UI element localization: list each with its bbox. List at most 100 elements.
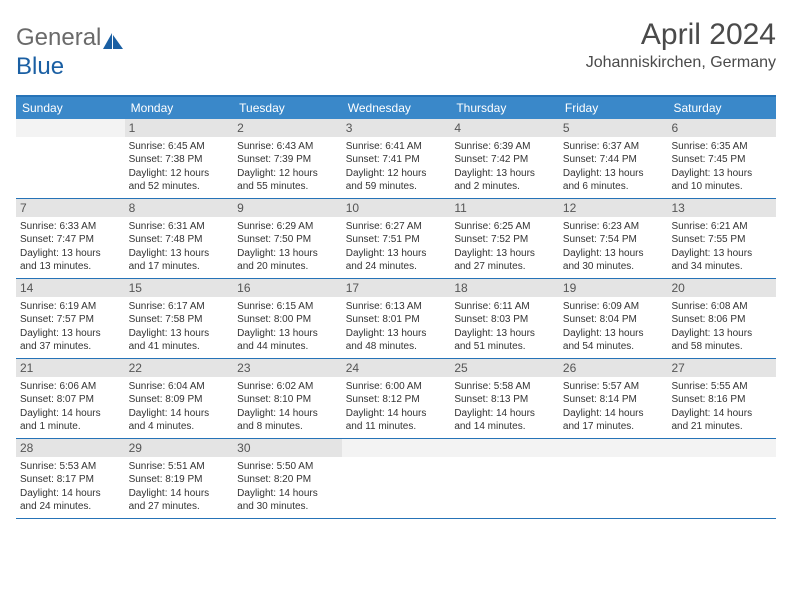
calendar-day: 18Sunrise: 6:11 AMSunset: 8:03 PMDayligh… [450,279,559,358]
location-subtitle: Johanniskirchen, Germany [586,54,776,72]
sunset-text: Sunset: 7:54 PM [563,233,664,247]
day-number: 20 [667,279,776,297]
daylight-text-2: and 6 minutes. [563,180,664,194]
calendar-day-empty [559,439,668,518]
daylight-text-2: and 27 minutes. [129,500,230,514]
day-info: Sunrise: 6:09 AMSunset: 8:04 PMDaylight:… [563,300,664,354]
weekday-header: Friday [559,97,668,119]
daylight-text-2: and 24 minutes. [20,500,121,514]
day-number: 4 [450,119,559,137]
daylight-text-2: and 2 minutes. [454,180,555,194]
calendar-day: 12Sunrise: 6:23 AMSunset: 7:54 PMDayligh… [559,199,668,278]
sunset-text: Sunset: 8:01 PM [346,313,447,327]
day-number [450,439,559,457]
day-info: Sunrise: 6:08 AMSunset: 8:06 PMDaylight:… [671,300,772,354]
sunset-text: Sunset: 7:39 PM [237,153,338,167]
daylight-text-2: and 27 minutes. [454,260,555,274]
calendar-day: 17 Sunrise: 6:13 AMSunset: 8:01 PMDayligh… [342,279,451,358]
sunset-text: Sunset: 7:45 PM [671,153,772,167]
title-block: April 2024 Johanniskirchen, Germany [586,18,776,72]
sunrise-text: Sunrise: 6:29 AM [237,220,338,234]
daylight-text-1: Daylight: 14 hours [237,487,338,501]
sunrise-text: Sunrise: 6:17 AM [129,300,230,314]
sunrise-text: Sunrise: 5:58 AM [454,380,555,394]
calendar-day: 21Sunrise: 6:06 AMSunset: 8:07 PMDayligh… [16,359,125,438]
day-number: 15 [125,279,234,297]
day-number: 17 [342,279,451,297]
sunset-text: Sunset: 8:12 PM [346,393,447,407]
daylight-text-1: Daylight: 14 hours [237,407,338,421]
day-info: Sunrise: 6:00 AMSunset: 8:12 PMDaylight:… [346,380,447,434]
calendar: SundayMondayTuesdayWednesdayThursdayFrid… [16,95,776,519]
calendar-day: 25 Sunrise: 5:58 AMSunset: 8:13 PMDayligh… [450,359,559,438]
sunset-text: Sunset: 8:00 PM [237,313,338,327]
day-info: Sunrise: 5:57 AMSunset: 8:14 PMDaylight:… [563,380,664,434]
sunset-text: Sunset: 8:13 PM [454,393,555,407]
daylight-text-2: and 44 minutes. [237,340,338,354]
day-number: 25 [450,359,559,377]
weekday-header: Wednesday [342,97,451,119]
day-number: 30 [233,439,342,457]
daylight-text-2: and 8 minutes. [237,420,338,434]
daylight-text-1: Daylight: 13 hours [563,247,664,261]
logo-text-1: General [16,24,101,51]
sunrise-text: Sunrise: 6:15 AM [237,300,338,314]
daylight-text-2: and 17 minutes. [563,420,664,434]
calendar-day: 6Sunrise: 6:35 AMSunset: 7:45 PMDaylight… [667,119,776,198]
sunrise-text: Sunrise: 6:13 AM [346,300,447,314]
day-info: Sunrise: 6:21 AMSunset: 7:55 PMDaylight:… [671,220,772,274]
daylight-text-2: and 14 minutes. [454,420,555,434]
day-info: Sunrise: 6:13 AMSunset: 8:01 PMDaylight:… [346,300,447,354]
day-number [342,439,451,457]
day-number: 7 [16,199,125,217]
sunset-text: Sunset: 7:58 PM [129,313,230,327]
day-number: 9 [233,199,342,217]
sunrise-text: Sunrise: 5:51 AM [129,460,230,474]
daylight-text-1: Daylight: 12 hours [346,167,447,181]
calendar-day: 29Sunrise: 5:51 AMSunset: 8:19 PMDayligh… [125,439,234,518]
sunset-text: Sunset: 8:06 PM [671,313,772,327]
calendar-day: 1Sunrise: 6:45 AMSunset: 7:38 PMDaylight… [125,119,234,198]
calendar-day: 2Sunrise: 6:43 AMSunset: 7:39 PMDaylight… [233,119,342,198]
day-info: Sunrise: 6:29 AMSunset: 7:50 PMDaylight:… [237,220,338,274]
calendar-day: 3Sunrise: 6:41 AMSunset: 7:41 PMDaylight… [342,119,451,198]
sunset-text: Sunset: 7:55 PM [671,233,772,247]
daylight-text-2: and 55 minutes. [237,180,338,194]
sunset-text: Sunset: 7:38 PM [129,153,230,167]
day-number: 6 [667,119,776,137]
calendar-day: 22Sunrise: 6:04 AMSunset: 8:09 PMDayligh… [125,359,234,438]
sunrise-text: Sunrise: 6:02 AM [237,380,338,394]
day-number [667,439,776,457]
sunrise-text: Sunrise: 6:33 AM [20,220,121,234]
sunset-text: Sunset: 7:52 PM [454,233,555,247]
day-info: Sunrise: 5:58 AMSunset: 8:13 PMDaylight:… [454,380,555,434]
day-number: 10 [342,199,451,217]
day-info: Sunrise: 6:41 AMSunset: 7:41 PMDaylight:… [346,140,447,194]
sunrise-text: Sunrise: 6:06 AM [20,380,121,394]
day-number: 2 [233,119,342,137]
daylight-text-1: Daylight: 13 hours [20,327,121,341]
weekday-header: Thursday [450,97,559,119]
calendar-day: 30Sunrise: 5:50 AMSunset: 8:20 PMDayligh… [233,439,342,518]
day-info: Sunrise: 6:11 AMSunset: 8:03 PMDaylight:… [454,300,555,354]
sunrise-text: Sunrise: 6:23 AM [563,220,664,234]
day-info: Sunrise: 6:33 AMSunset: 7:47 PMDaylight:… [20,220,121,274]
daylight-text-2: and 11 minutes. [346,420,447,434]
sunset-text: Sunset: 7:51 PM [346,233,447,247]
day-info: Sunrise: 6:19 AMSunset: 7:57 PMDaylight:… [20,300,121,354]
weekday-header: Sunday [16,97,125,119]
daylight-text-2: and 17 minutes. [129,260,230,274]
sunrise-text: Sunrise: 6:19 AM [20,300,121,314]
sunrise-text: Sunrise: 5:57 AM [563,380,664,394]
calendar-day-empty [342,439,451,518]
sunset-text: Sunset: 7:57 PM [20,313,121,327]
calendar-day: 28Sunrise: 5:53 AMSunset: 8:17 PMDayligh… [16,439,125,518]
calendar-week: 7 Sunrise: 6:33 AMSunset: 7:47 PMDaylight… [16,199,776,279]
daylight-text-1: Daylight: 13 hours [237,247,338,261]
sunset-text: Sunset: 8:07 PM [20,393,121,407]
daylight-text-2: and 30 minutes. [563,260,664,274]
daylight-text-2: and 41 minutes. [129,340,230,354]
sunset-text: Sunset: 8:03 PM [454,313,555,327]
sunrise-text: Sunrise: 6:21 AM [671,220,772,234]
day-info: Sunrise: 5:55 AMSunset: 8:16 PMDaylight:… [671,380,772,434]
